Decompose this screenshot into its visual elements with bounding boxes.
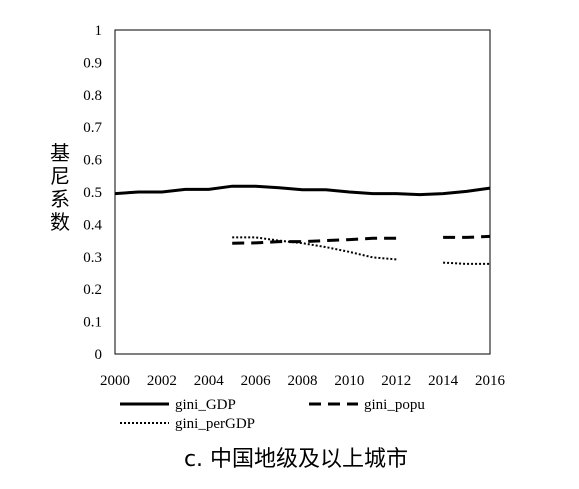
y-tick-label: 0.9: [83, 55, 102, 71]
legend-label-gini-gdp: gini_GDP: [175, 397, 236, 413]
y-tick-label: 0.2: [83, 282, 102, 298]
legend-label-gini-popu: gini_popu: [364, 397, 425, 413]
chart-caption: c. 中国地级及以上城市: [184, 447, 408, 472]
y-axis-label-char: 数: [50, 210, 70, 234]
y-tick-label: 0.6: [83, 153, 102, 169]
y-tick-label: 0.1: [83, 315, 102, 331]
x-tick-label: 2012: [381, 373, 411, 389]
series-line-gini-gdp: [114, 184, 491, 197]
y-axis-label: 基尼系数: [50, 141, 70, 234]
series-line-gini-popu: [443, 234, 491, 239]
y-axis-ticks: 0 0.1 0.2 0.3 0.4 0.5 0.6 0.7 0.8 0.9 1: [83, 23, 102, 363]
y-tick-label: 0: [95, 347, 103, 363]
y-tick-label: 1: [95, 23, 103, 39]
y-axis-label-char: 基: [50, 141, 70, 165]
x-tick-label: 2000: [100, 373, 130, 389]
y-axis-label-char: 系: [50, 187, 70, 211]
x-tick-label: 2014: [428, 373, 459, 389]
x-tick-label: 2008: [288, 373, 318, 389]
legend: gini_GDP gini_popu gini_perGDP: [120, 397, 425, 432]
series-line-gini-pergdp: [443, 261, 490, 265]
y-tick-label: 0.3: [83, 250, 102, 266]
x-axis-ticks: 2000 2002 2004 2006 2008 2010 2012 2014 2016: [100, 373, 506, 389]
legend-label-gini-pergdp: gini_perGDP: [175, 416, 255, 432]
plot-area: [114, 29, 491, 355]
y-tick-label: 0.8: [83, 88, 102, 104]
x-tick-label: 2010: [334, 373, 364, 389]
x-tick-label: 2006: [241, 373, 272, 389]
x-tick-label: 2002: [147, 373, 177, 389]
y-tick-label: 0.5: [83, 185, 102, 201]
series-line-gini-popu: [232, 236, 397, 245]
x-tick-label: 2004: [194, 373, 225, 389]
y-axis-label-char: 尼: [50, 164, 70, 188]
y-tick-label: 0.7: [83, 120, 102, 136]
x-tick-label: 2016: [475, 373, 506, 389]
y-tick-label: 0.4: [83, 217, 102, 233]
series-layer: [114, 184, 491, 265]
